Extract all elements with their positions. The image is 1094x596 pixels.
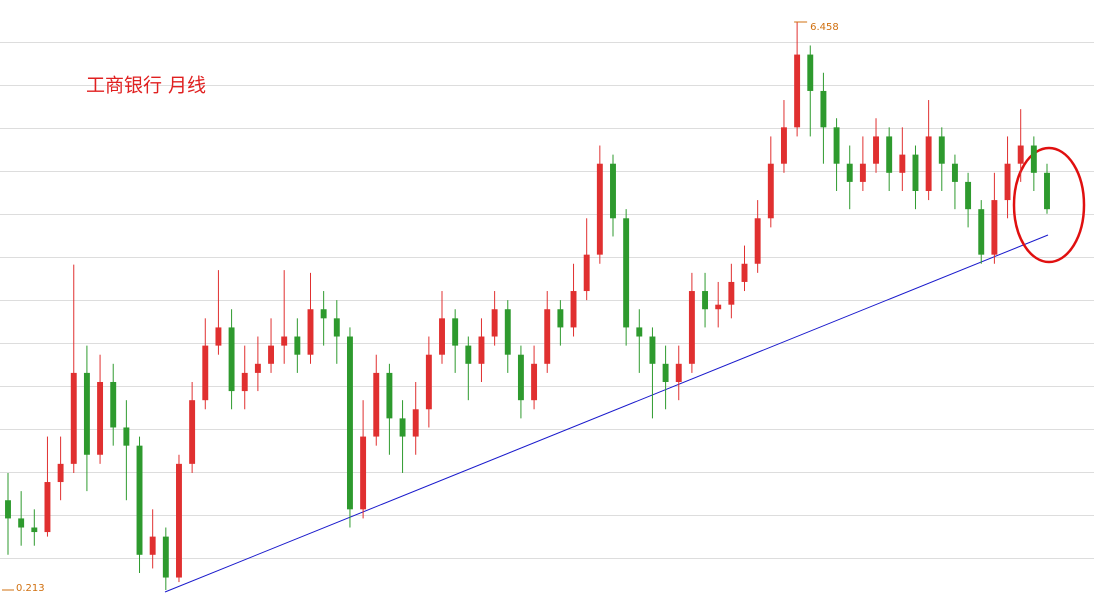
candle-body — [254, 363, 261, 373]
candle-body — [123, 427, 130, 446]
candle-body — [320, 309, 327, 319]
candle-body — [149, 536, 156, 555]
candle-body — [886, 136, 893, 173]
trend-line — [164, 234, 1049, 593]
candle-body — [491, 309, 498, 337]
candle-body — [583, 254, 590, 292]
candle-body — [741, 263, 748, 282]
candle-body — [44, 482, 51, 533]
candle-body — [399, 418, 406, 437]
candle-body — [294, 336, 301, 355]
candle-body — [623, 218, 630, 328]
candle-body — [912, 154, 919, 191]
candle-body — [951, 163, 958, 182]
candle-body — [83, 372, 90, 455]
candle-body — [859, 163, 866, 182]
candle-body — [110, 381, 117, 428]
candle-body — [202, 345, 209, 401]
candle-body — [965, 181, 972, 210]
candle-body — [1030, 145, 1037, 173]
candle-body — [938, 136, 945, 164]
candle-body — [18, 518, 25, 528]
candle-body — [228, 327, 235, 392]
candle-body — [478, 336, 485, 364]
candle-body — [781, 127, 787, 164]
candle-body — [439, 318, 445, 355]
candle-body — [925, 136, 932, 191]
candle-body — [5, 500, 11, 519]
candle-body — [833, 127, 840, 164]
candle-body — [241, 372, 248, 392]
candle-body — [991, 200, 998, 255]
candle-body — [412, 409, 419, 437]
candle-body — [517, 354, 524, 401]
candle-body — [333, 318, 340, 337]
candle-body — [807, 54, 814, 91]
candle-body — [649, 336, 656, 364]
chart-title: 工商银行 月线 — [86, 75, 206, 97]
candle-body — [531, 363, 538, 401]
candle-body — [794, 54, 801, 128]
candle-body — [136, 445, 143, 555]
candle-body — [70, 372, 77, 464]
candle-body — [189, 400, 196, 464]
candle-body — [162, 536, 169, 578]
candle-body — [452, 318, 459, 346]
candle-body — [873, 136, 879, 164]
candle-body — [373, 372, 380, 437]
candle-body — [636, 327, 643, 337]
candle-body — [360, 436, 367, 510]
candle-body — [557, 309, 564, 328]
candle-body — [610, 163, 616, 219]
candle-body — [754, 218, 761, 264]
candle-body — [978, 209, 985, 255]
candle-body — [281, 336, 288, 346]
candle-body — [425, 354, 432, 410]
candle-body — [820, 90, 827, 128]
candle-body — [57, 463, 64, 483]
candle-body — [504, 309, 511, 355]
candle-body — [307, 309, 314, 355]
candle-body — [570, 291, 577, 328]
candle-body — [688, 291, 695, 364]
candle-body — [346, 336, 353, 510]
candle-body — [846, 163, 853, 182]
candle-body — [1017, 145, 1024, 164]
candle-body — [899, 154, 906, 173]
candle-body — [465, 345, 472, 364]
candle-body — [1004, 163, 1011, 201]
candle-body — [702, 291, 709, 310]
candle-body — [715, 304, 722, 310]
candle-body — [1044, 172, 1050, 210]
candle-body — [767, 163, 774, 219]
candle-body — [596, 163, 603, 255]
candle-body — [675, 363, 682, 382]
candle-body — [544, 309, 551, 364]
candle-body — [31, 527, 38, 533]
candle-body — [215, 327, 222, 346]
candle-body — [662, 363, 669, 382]
highlight-circle — [1012, 146, 1086, 264]
candle-body — [386, 372, 393, 419]
min-label: 0.213 — [16, 583, 45, 594]
max-label: 6.458 — [810, 22, 839, 33]
candle-body — [268, 345, 274, 364]
candle-body — [728, 281, 735, 305]
candle-body — [176, 463, 182, 578]
candle-body — [97, 381, 104, 455]
